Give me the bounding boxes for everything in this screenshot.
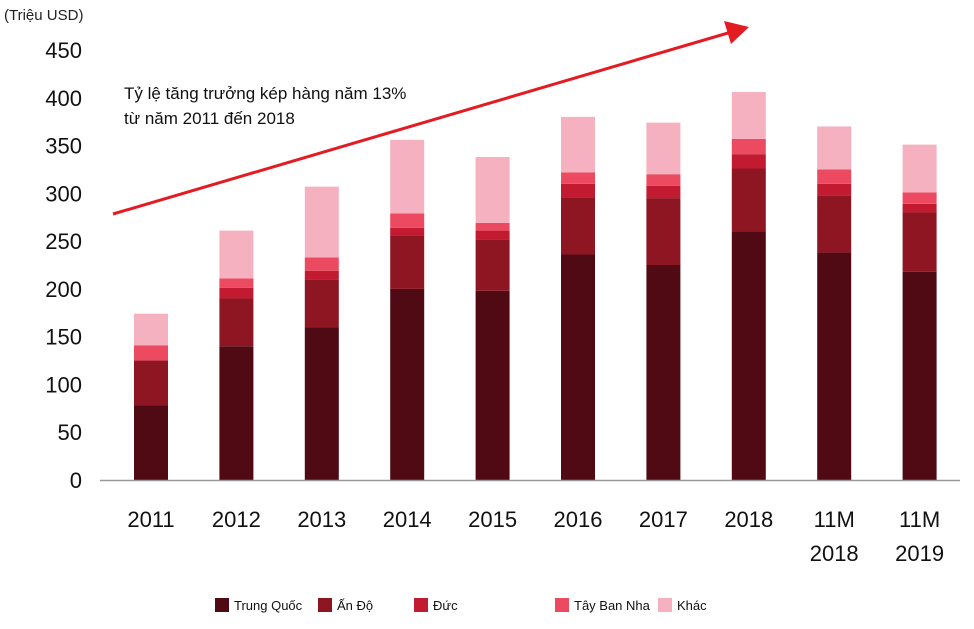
legend-swatch [318,598,332,612]
bar-segment [561,116,595,173]
bar-segment [304,270,339,280]
y-axis-ticks: 0 50 100 150 200 250 300 350 400 450 [45,38,82,493]
bars [134,92,937,480]
bar-segment [731,231,766,480]
bar-segment [561,183,595,198]
bar-segment [134,360,168,406]
x-tick-label: 2015 [468,507,517,532]
bar-segment [646,185,681,199]
bar-segment [219,298,254,347]
bar-segment [304,186,339,258]
bar-segment [561,254,595,480]
y-tick-label: 0 [70,468,82,493]
bar-segment [646,122,681,175]
legend: Trung Quốc Ấn Độ Đức Tây Ban Nha Khác [215,598,707,613]
bar-segment [390,288,425,480]
bar-segment [475,290,510,480]
x-tick-label: 2013 [297,507,346,532]
bar-segment [731,154,766,169]
bar-segment [646,174,681,186]
x-tick-label: 11M [814,507,855,532]
y-tick-label: 450 [45,38,82,63]
x-tick-label: 2014 [383,507,432,532]
bar-segment [902,212,937,272]
bar-segment [817,183,852,196]
y-tick-label: 150 [45,325,82,350]
y-tick-label: 350 [45,134,82,159]
growth-arrow-line [112,31,729,216]
x-axis-ticks: 2011 2012 2013 2014 2015 2016 2017 2018 11M 2018 1… [127,507,944,566]
x-tick-label: 11M [899,507,940,532]
arrow-head-icon [724,21,749,44]
bar-segment [817,169,852,184]
bar-segment [817,195,852,253]
bar-segment [134,345,168,361]
x-tick-label: 2018 [724,507,773,532]
x-tick-label: 2017 [639,507,688,532]
bar-segment [304,257,339,271]
y-tick-label: 300 [45,181,82,206]
x-tick-label: 2012 [212,507,261,532]
x-tick-label: 2018 [810,541,859,566]
bar-segment [731,92,766,139]
legend-label: Trung Quốc [234,598,303,613]
bar-segment [817,126,852,170]
bar-segment [219,278,254,288]
bar-segment [390,213,425,228]
bar-segment [902,203,937,213]
bar-segment [475,157,510,223]
legend-label: Khác [677,598,707,613]
bar-segment [817,252,852,480]
x-tick-label: 2019 [895,541,944,566]
growth-arrow [112,21,749,216]
bar-segment [219,287,254,299]
bar-segment [902,144,937,193]
bar-segment [390,235,425,289]
bar-segment [475,222,510,231]
legend-swatch [414,598,428,612]
bar-segment [390,227,425,236]
y-tick-label: 100 [45,372,82,397]
legend-swatch [658,598,672,612]
bar-segment [304,327,339,480]
bar-segment [646,265,681,480]
bar-segment [219,346,254,480]
bar-segment [475,239,510,291]
y-tick-label: 250 [45,229,82,254]
bar-segment [134,313,168,346]
annotation-line-1: Tỷ lệ tăng trưởng kép hàng năm 13% [124,84,406,103]
bar-segment [134,405,168,480]
legend-label: Tây Ban Nha [574,598,651,613]
y-tick-label: 50 [58,420,82,445]
bar-segment [561,197,595,255]
y-axis-label: (Triệu USD) [4,7,83,24]
y-tick-label: 200 [45,277,82,302]
legend-swatch [555,598,569,612]
bar-segment [304,279,339,328]
bar-segment [390,139,425,214]
legend-swatch [215,598,229,612]
legend-label: Đức [433,598,458,613]
bar-segment [561,172,595,184]
bar-segment [902,192,937,204]
bar-segment [219,230,254,279]
x-tick-label: 2016 [554,507,603,532]
bar-segment [731,138,766,155]
legend-label: Ấn Độ [337,598,373,613]
bar-segment [646,198,681,265]
bar-segment [731,168,766,232]
x-tick-label: 2011 [127,507,174,532]
bar-segment [902,271,937,480]
bar-segment [475,230,510,240]
annotation-line-2: từ năm 2011 đến 2018 [124,109,295,128]
y-tick-label: 400 [45,86,82,111]
